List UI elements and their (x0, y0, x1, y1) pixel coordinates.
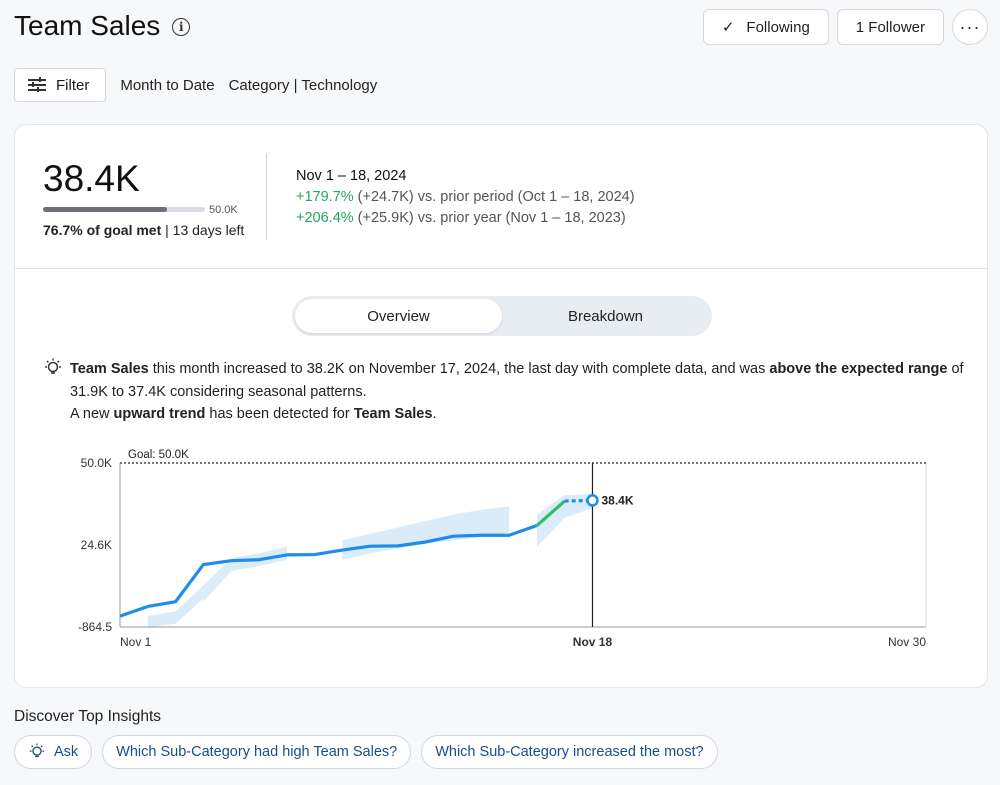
goal-progress-fill (43, 207, 168, 212)
expected-range-band (147, 585, 204, 628)
follower-button[interactable]: 1 Follower (836, 9, 944, 45)
goal-status: 76.7% of goal met | 13 days left (43, 222, 244, 238)
expected-range-band (203, 546, 287, 602)
ask-label: Ask (54, 744, 79, 760)
sales-line-chart: Goal: 50.0K 38.4K 50.0K 24.6K -864.5 Nov 1 Nov… (78, 449, 927, 649)
x-tick-label: Nov 18 (573, 635, 613, 649)
insight-text: Team Sales this month increased to 38.2K… (70, 358, 970, 426)
tab-overview[interactable]: Overview (295, 299, 502, 333)
prior-period-detail: (+24.7K) vs. prior period (Oct 1 – 18, 2… (353, 189, 635, 205)
insight-paragraph-1: Team Sales this month increased to 38.2K… (70, 361, 964, 400)
header-actions: ✓ Following 1 Follower ··· (702, 9, 988, 45)
lightbulb-icon (29, 743, 45, 758)
days-left-text: | 13 days left (165, 222, 245, 238)
suggestion-increased-most[interactable]: Which Sub-Category increased the most? (421, 735, 718, 769)
filter-chip-category[interactable]: Category | Technology (228, 76, 378, 94)
goal-value-label: 50.0K (209, 204, 238, 216)
prior-year-comparison: +206.4% (+25.9K) vs. prior year (Nov 1 –… (296, 210, 626, 226)
card-divider (15, 268, 987, 269)
current-value-label: 38.4K (601, 493, 633, 507)
trend-segment (535, 499, 566, 527)
prior-period-change: +179.7% (296, 189, 354, 205)
kpi-value: 38.4K (43, 158, 140, 199)
insight-paragraph-2: A new upward trend has been detected for… (70, 406, 437, 422)
more-options-button[interactable]: ··· (952, 9, 988, 45)
view-toggle: Overview Breakdown (292, 296, 712, 336)
metric-card: 38.4K 50.0K 76.7% of goal met | 13 days … (14, 124, 988, 688)
lightbulb-icon (45, 358, 61, 374)
y-tick-label: 50.0K (81, 456, 112, 470)
following-label: Following (746, 18, 810, 36)
suggestion-high-sales[interactable]: Which Sub-Category had high Team Sales? (102, 735, 412, 769)
ask-button[interactable]: Ask (14, 735, 93, 769)
expected-range-band (342, 506, 510, 560)
page-title: Team Sales i (14, 10, 191, 42)
filter-label: Filter (56, 76, 90, 94)
y-tick-label: 24.6K (81, 538, 112, 552)
x-tick-label: Nov 1 (120, 635, 152, 649)
current-point (586, 494, 599, 507)
expected-range-band (536, 493, 593, 547)
tab-breakdown[interactable]: Breakdown (567, 307, 644, 325)
sliders-icon (28, 77, 46, 92)
page-title-text: Team Sales (14, 10, 161, 41)
period-label: Nov 1 – 18, 2024 (296, 168, 407, 184)
y-tick-label: -864.5 (78, 620, 112, 634)
discover-title: Discover Top Insights (14, 708, 162, 725)
following-button[interactable]: ✓ Following (702, 9, 829, 45)
prior-year-change: +206.4% (296, 210, 354, 226)
prior-year-detail: (+25.9K) vs. prior year (Nov 1 – 18, 202… (353, 210, 626, 226)
prior-period-comparison: +179.7% (+24.7K) vs. prior period (Oct 1… (296, 189, 635, 205)
filter-button[interactable]: Filter (14, 68, 107, 102)
sales-series-line (119, 524, 538, 618)
goal-met-text: 76.7% of goal met (43, 222, 162, 238)
goal-progress-bar (43, 207, 205, 212)
more-icon: ··· (959, 16, 981, 37)
kpi-divider (266, 153, 267, 240)
follower-label: 1 Follower (855, 18, 925, 36)
filter-bar: Filter Month to Date Category | Technolo… (14, 68, 377, 102)
info-icon[interactable]: i (172, 18, 191, 36)
goal-label: Goal: 50.0K (128, 449, 189, 461)
checkmark-icon: ✓ (721, 19, 735, 36)
x-tick-label: Nov 30 (888, 635, 926, 649)
filter-chip-time[interactable]: Month to Date (120, 76, 215, 94)
insight-suggestions: Ask Which Sub-Category had high Team Sal… (14, 735, 718, 769)
